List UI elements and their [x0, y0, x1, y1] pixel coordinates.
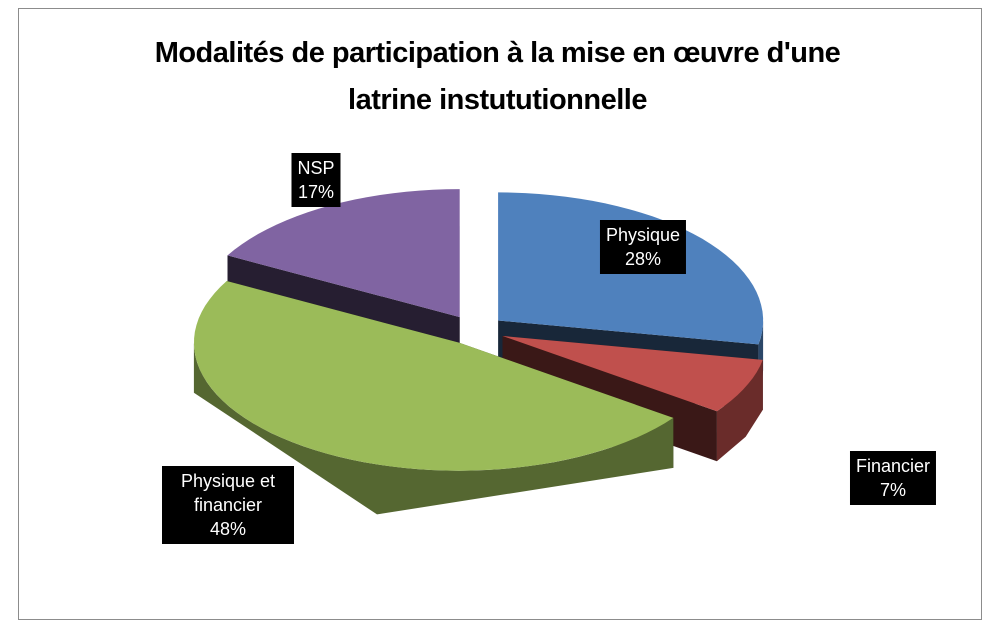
slice-top — [194, 281, 674, 471]
value-label: 17% — [297, 182, 335, 202]
value-label: 48% — [209, 519, 247, 539]
chart-frame — [18, 8, 982, 620]
chart-title: Modalités de participation à la mise en … — [154, 37, 841, 116]
slice-wall — [193, 342, 674, 515]
data-label: Physique et financier 48% — [162, 466, 294, 544]
slice-wall — [716, 359, 763, 462]
slice-top — [502, 335, 763, 412]
pie-slice — [193, 281, 674, 515]
category-label: NSP — [297, 158, 335, 178]
data-label: Physique 28% — [599, 220, 687, 274]
slice-top — [227, 189, 460, 318]
value-label: 28% — [624, 249, 662, 269]
category-label: Physique et financier — [180, 471, 276, 515]
data-label: NSP 17% — [291, 153, 341, 207]
data-label: Financier 7% — [849, 451, 937, 505]
category-label: Physique — [605, 225, 681, 245]
category-label: Financier — [855, 456, 931, 476]
value-label: 7% — [879, 480, 906, 500]
